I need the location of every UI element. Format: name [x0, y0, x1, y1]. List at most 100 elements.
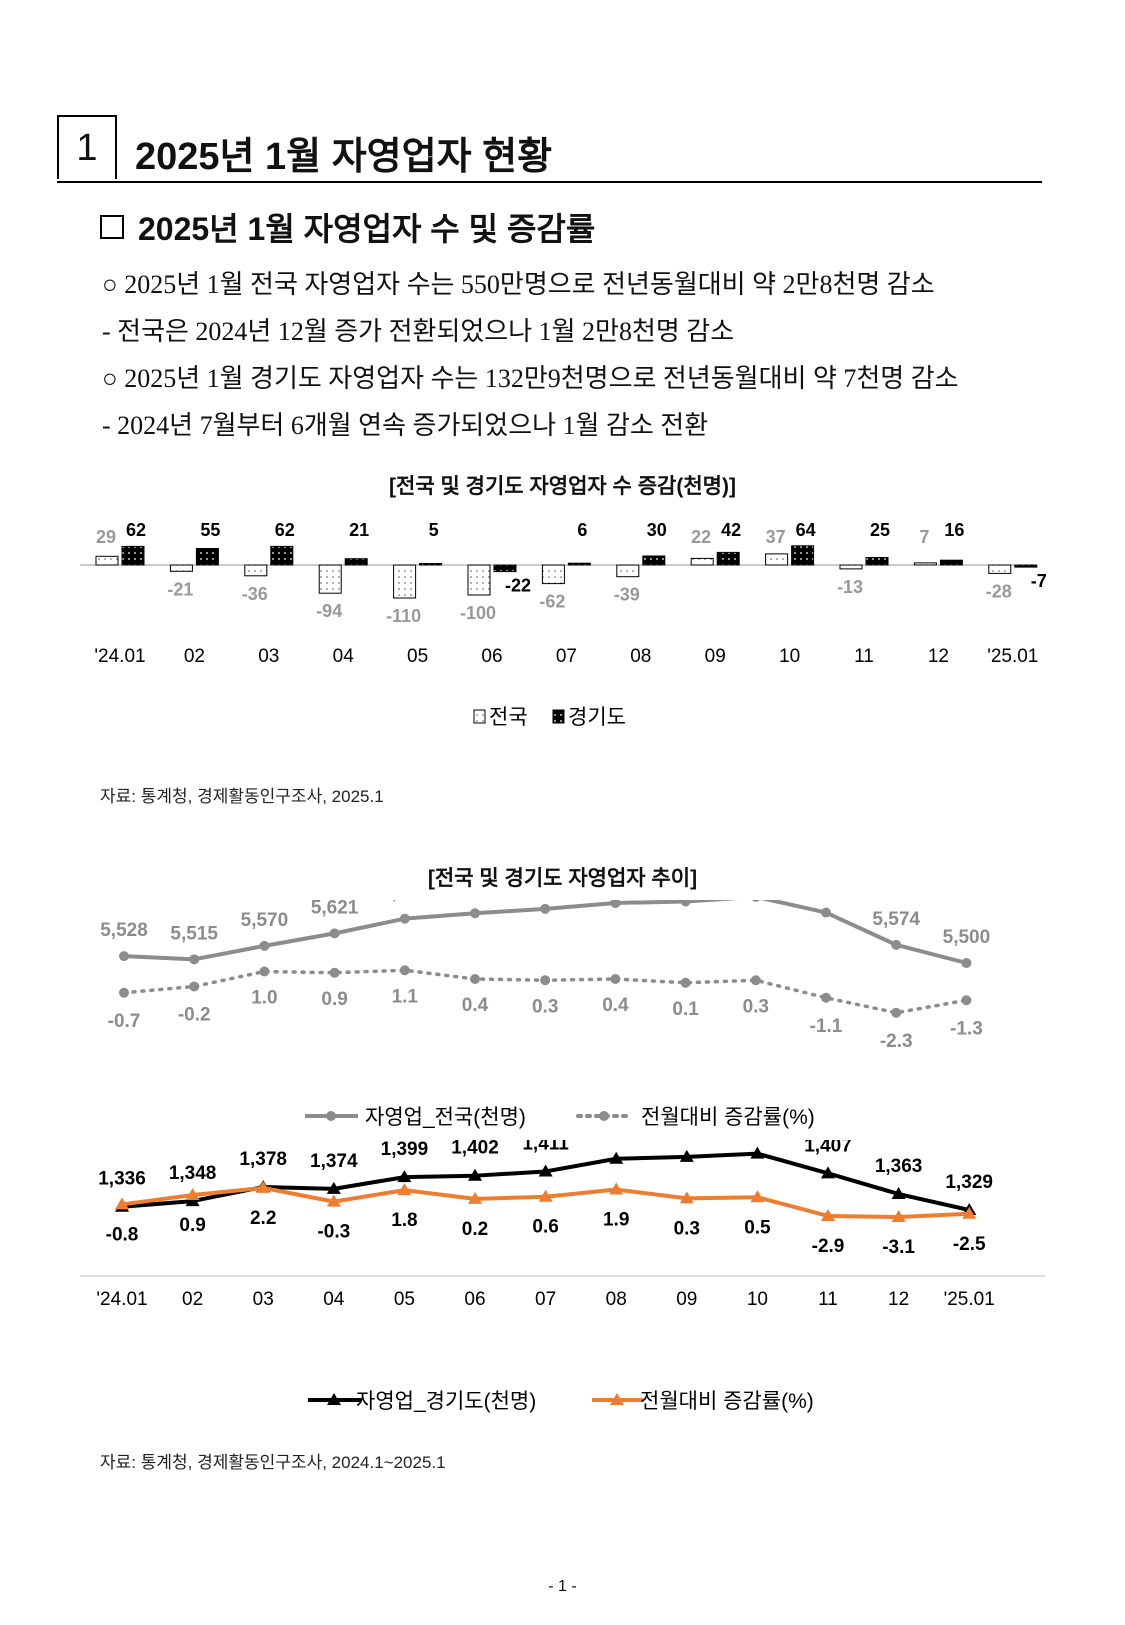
bar-x-tick-label: 03 [258, 646, 279, 667]
bar-label-gyeonggi: 62 [126, 520, 146, 540]
nation-count-marker [540, 903, 551, 914]
line-x-tick-label: 07 [535, 1289, 556, 1310]
bar-gyeonggi [1014, 564, 1038, 568]
gyeonggi-rate-marker [750, 1190, 765, 1203]
bar-label-nation: 22 [691, 527, 711, 547]
bar-gyeonggi [344, 558, 368, 566]
bar-gyeonggi [642, 555, 666, 566]
source-note: 자료: 통계청, 경제활동인구조사, 2025.1 [100, 787, 384, 806]
nation-rate-marker [470, 974, 480, 984]
line-x-tick-label: 04 [323, 1289, 345, 1310]
bar-gyeonggi [195, 548, 219, 566]
gyeonggi-count-data-label: 1,411 [522, 1140, 569, 1154]
legend-label-gyeonggi-rate: 전월대비 증감률(%) [640, 1390, 814, 1413]
legend-swatch-nation [473, 709, 486, 724]
bar-nation [839, 564, 863, 570]
bar-label-nation: -110 [386, 606, 421, 626]
bar-gyeonggi [419, 563, 443, 566]
subsection-title: 2025년 1월 자영업자 수 및 증감률 [138, 211, 596, 247]
bar-gyeonggi [791, 545, 815, 566]
bar-gyeonggi [567, 562, 591, 566]
bar-label-gyeonggi: 62 [275, 520, 295, 540]
bar-label-nation: 29 [96, 527, 116, 547]
bar-label-gyeonggi: 21 [349, 520, 369, 540]
bar-label-gyeonggi: 6 [577, 520, 587, 540]
section-number: 1 [57, 115, 117, 179]
bar-x-tick-label: 07 [556, 646, 577, 667]
legend-label-nation-count: 자영업_전국(천명) [365, 1106, 526, 1129]
nation-count-data-label: 5,621 [311, 900, 359, 918]
bar-gyeonggi [716, 551, 740, 566]
source-note: 자료: 통계청, 경제활동인구조사, 2024.1~2025.1 [100, 1453, 446, 1472]
legend-label-nation-rate: 전월대비 증감률(%) [641, 1106, 815, 1129]
bar-x-tick-label: '24.01 [94, 646, 145, 667]
bar-x-tick-label: '25.01 [987, 646, 1038, 667]
bar-nation [690, 557, 714, 566]
bar-nation [765, 553, 789, 566]
gyeonggi-rate-marker [538, 1189, 553, 1202]
page-number: - 1 - [548, 1578, 577, 1595]
nation-rate-marker [750, 975, 761, 986]
bar-x-tick-label: 06 [481, 646, 502, 667]
bar-label-gyeonggi: -22 [505, 576, 531, 596]
gyeonggi-count-data-label: 1,348 [169, 1163, 217, 1184]
nation-count-marker [470, 908, 480, 919]
legend-marker-nation-rate [599, 1111, 609, 1121]
gyeonggi-count-data-label: 1,378 [239, 1149, 287, 1170]
line-x-tick-label: 03 [253, 1289, 274, 1310]
bar-label-gyeonggi: 16 [944, 520, 964, 540]
gyeonggi-count-data-label: 1,399 [381, 1140, 429, 1160]
bar-chart: '24.01 29 62 02 -21 55 03 -36 62 04 -94 21 05 -110 5 06… [80, 520, 1047, 729]
nation-count-marker [329, 928, 340, 939]
gyeonggi-rate-data-label: 1.9 [603, 1210, 629, 1231]
gyeonggi-rate-marker [891, 1210, 906, 1223]
bar-x-tick-label: 09 [705, 646, 726, 667]
bar-label-gyeonggi: 5 [429, 520, 439, 540]
gyeonggi-rate-marker [821, 1208, 835, 1221]
paragraph-line: ○ 2025년 1월 경기도 자영업자 수는 132만9천명으로 전년동월대비 … [102, 364, 959, 393]
line-x-tick-label: 09 [676, 1289, 697, 1310]
gyeonggi-line-chart-legend: 자영업_경기도(천명) 전월대비 증감률(%) [308, 1390, 814, 1413]
gyeonggi-line-chart: 1,336 1,348 1,378 1,374 1,399 1,402 1,411 1,438… [80, 1140, 1045, 1413]
line-x-tick-label: 10 [747, 1289, 768, 1310]
nation-rate-data-label: 0.4 [602, 995, 629, 1016]
bar-nation [393, 564, 417, 599]
gyeonggi-rate-marker [468, 1191, 482, 1204]
bar-nation [467, 564, 491, 596]
nation-rate-data-label: -0.7 [108, 1011, 141, 1032]
nation-line-chart-legend: 자영업_전국(천명) 전월대비 증감률(%) [305, 1106, 815, 1129]
nation-count-data-label: 5,570 [241, 910, 289, 931]
bar-x-tick-label: 08 [630, 646, 651, 667]
bar-label-nation: -13 [837, 577, 863, 597]
nation-rate-data-label: 0.9 [321, 989, 347, 1010]
gyeonggi-count-data-label: 1,374 [310, 1151, 358, 1172]
gyeonggi-rate-marker [679, 1191, 694, 1204]
nation-rate-data-label: -1.3 [950, 1018, 983, 1039]
gyeonggi-count-data-label: 1,336 [98, 1169, 146, 1190]
bar-nation [169, 564, 193, 572]
nation-rate-data-label: -0.2 [178, 1005, 211, 1026]
bar-gyeonggi [939, 559, 963, 566]
gyeonggi-rate-data-label: -2.5 [953, 1234, 986, 1255]
bar-label-nation: -21 [167, 579, 193, 599]
bar-nation [988, 564, 1012, 574]
paragraph-line: - 2024년 7월부터 6개월 연속 증가되었으나 1월 감소 전환 [102, 411, 709, 440]
line-x-tick-label: '24.01 [96, 1289, 147, 1310]
bar-gyeonggi [121, 545, 145, 566]
gyeonggi-count-marker [468, 1168, 482, 1181]
nation-count-marker [751, 900, 760, 902]
bar-x-tick-label: 02 [184, 646, 205, 667]
gyeonggi-rate-marker [397, 1183, 412, 1196]
nation-count-data-label: 5,515 [170, 923, 218, 944]
section-title: 2025년 1월 자영업자 현황 [135, 136, 553, 178]
nation-rate-marker [961, 995, 972, 1006]
gyeonggi-rate-data-label: 1.8 [391, 1210, 417, 1231]
nation-rate-marker [610, 974, 621, 984]
line-chart-title: [전국 및 경기도 자영업자 추이] [427, 867, 698, 890]
legend-label-nation: 전국 [489, 706, 528, 729]
gyeonggi-count-marker [821, 1166, 835, 1179]
gyeonggi-rate-data-label: -2.9 [812, 1236, 845, 1257]
nation-rate-marker [399, 965, 410, 976]
bar-nation [95, 555, 119, 566]
legend-swatch-gyeonggi [552, 709, 565, 724]
